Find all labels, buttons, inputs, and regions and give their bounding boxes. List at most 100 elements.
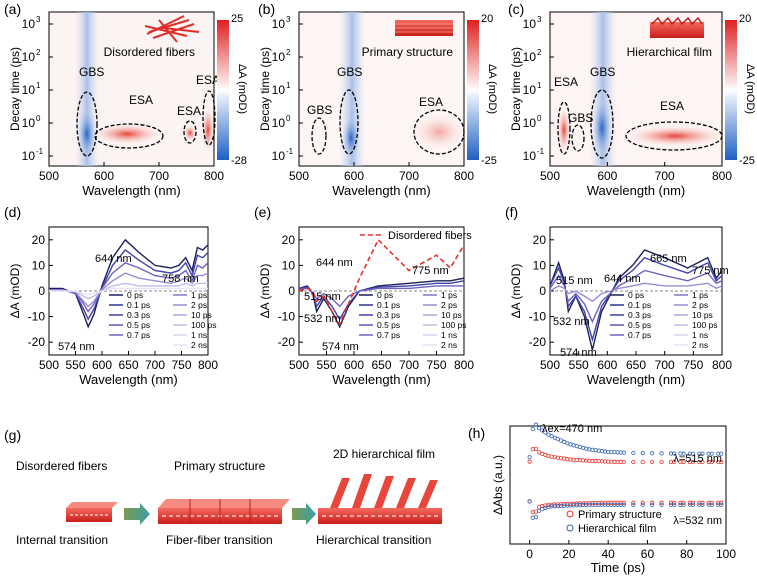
primary-structure-inset-icon — [395, 20, 453, 36]
peak-annotation: 574 nm — [322, 341, 359, 353]
decay-point — [672, 500, 677, 505]
y-tick-label: 10 — [523, 149, 537, 163]
decay-point — [536, 508, 542, 513]
y-tick-label: 0 — [539, 284, 546, 298]
decay-point — [700, 500, 705, 505]
x-tick-label: 600 — [344, 169, 364, 183]
decay-point — [681, 459, 686, 465]
y-axis-label: ΔAbs (a.u.) — [491, 455, 505, 515]
legend-label: 1 ps — [191, 290, 207, 300]
x-tick-label: 60 — [641, 547, 655, 561]
decay-point — [650, 459, 655, 465]
transition-arrow-icon — [292, 503, 316, 525]
legend-label: 0.1 ps — [628, 300, 651, 310]
legend-label: Disordered fibers — [388, 230, 472, 242]
annotation-label: GBS — [307, 103, 332, 117]
decay-point — [527, 455, 532, 460]
annotation-ellipse — [557, 101, 571, 155]
decay-point — [709, 451, 714, 456]
peak-annotation: 515 nm — [304, 291, 341, 303]
annotation-label: GBS — [337, 65, 362, 79]
heatmap-panel-b: Primary structure GBS GBS ESA — [298, 11, 465, 167]
decay-point — [621, 450, 626, 455]
annotation-ellipse — [76, 91, 98, 157]
colorbar — [725, 20, 737, 160]
legend-label: 2 ns — [692, 340, 708, 350]
x-tick-label: 700 — [145, 358, 165, 372]
y-tick-label: 20 — [32, 233, 46, 247]
disordered-fiber-slab — [66, 502, 118, 522]
esa-blob — [93, 124, 161, 144]
gbs-blob — [592, 98, 612, 158]
peak-annotation: 665 nm — [650, 253, 687, 265]
legend-label: 100 ps — [191, 320, 217, 330]
panel-label: (e) — [254, 204, 271, 220]
colorbar-label: ΔA (mOD) — [486, 64, 498, 114]
annotation-label: ESA — [419, 95, 443, 109]
x-tick-label: 600 — [344, 358, 364, 372]
annotation-label: GBS — [568, 111, 593, 125]
decay-point — [700, 459, 705, 465]
spectrum-line — [549, 282, 723, 303]
y-tick-exponent: 3 — [36, 15, 41, 24]
legend-label: Hierarchical film — [578, 523, 656, 535]
x-tick-label: 500 — [540, 169, 560, 183]
colorbar-max-label: 25 — [231, 13, 243, 25]
legend-label: 100 ps — [692, 320, 718, 330]
probe-label: λ=532 nm — [673, 515, 722, 527]
legend-label: 0 ps — [628, 290, 644, 300]
decay-point — [536, 426, 542, 431]
decay-point — [700, 502, 705, 507]
decay-point — [527, 459, 532, 464]
schematic-caption: Internal transition — [16, 533, 108, 547]
decay-point — [527, 499, 532, 504]
x-axis-label: Wavelength (nm) — [82, 183, 181, 198]
legend-label: 0.5 ps — [628, 320, 651, 330]
legend-label: 10 ps — [441, 310, 462, 320]
legend-label: 0.3 ps — [377, 310, 400, 320]
x-tick-label: 800 — [454, 169, 474, 183]
decay-point — [709, 502, 714, 507]
x-tick-label: 700 — [655, 358, 675, 372]
esa-blob — [202, 108, 214, 152]
schematic-title: Primary structure — [174, 459, 266, 473]
decay-point — [533, 514, 539, 520]
x-tick-label: 20 — [562, 547, 576, 561]
legend-label: 0.7 ps — [377, 330, 400, 340]
esa-blob — [413, 114, 465, 150]
colorbar-min-label: -25 — [739, 155, 755, 167]
primary-structure-slab — [158, 499, 290, 524]
y-tick-label: -20 — [529, 335, 547, 349]
x-tick-label: 550 — [569, 358, 589, 372]
x-axis-label: Wavelength (nm) — [332, 372, 431, 387]
legend-label: 10 ps — [191, 310, 212, 320]
annotation-ellipse — [413, 109, 465, 155]
y-tick-label: 10 — [523, 50, 537, 64]
y-tick-label: 20 — [282, 233, 296, 247]
annotation-label: ESA — [177, 104, 201, 118]
legend-label: 0.3 ps — [127, 310, 150, 320]
spectrum-line — [49, 287, 208, 296]
y-tick-label: 10 — [523, 116, 537, 130]
decay-point — [672, 451, 677, 456]
legend-label: 2 ns — [191, 340, 207, 350]
decay-point — [640, 502, 645, 507]
x-axis-label: Wavelength (nm) — [79, 372, 178, 387]
legend-label: 2 ps — [441, 300, 457, 310]
y-tick-label: -10 — [278, 310, 296, 324]
y-tick-label: -20 — [28, 335, 46, 349]
decay-point — [719, 459, 724, 465]
y-tick-label: 10 — [22, 50, 36, 64]
hierarchical-film-inset-icon — [650, 16, 704, 38]
annotation-label: ESA — [129, 93, 153, 107]
legend-label: 1 ps — [441, 290, 457, 300]
legend-label: 0 ps — [127, 290, 143, 300]
panel-label-c: (c) — [508, 1, 524, 17]
x-axis-label: Time (ps) — [591, 560, 645, 575]
decay-point — [672, 502, 677, 507]
x-axis-label: Wavelength (nm) — [332, 183, 431, 198]
colorbar-min-label: -28 — [231, 155, 247, 167]
peak-annotation: 644 nm — [604, 273, 641, 285]
